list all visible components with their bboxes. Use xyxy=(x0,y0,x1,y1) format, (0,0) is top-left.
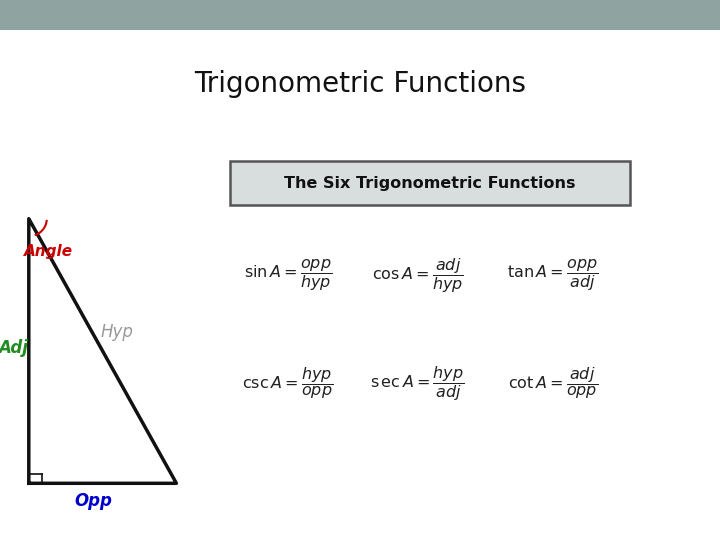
Text: The Six Trigonometric Functions: The Six Trigonometric Functions xyxy=(284,176,576,191)
Text: $\tan A = \dfrac{\mathit{opp}}{\mathit{adj}}$: $\tan A = \dfrac{\mathit{opp}}{\mathit{a… xyxy=(507,258,599,293)
Text: Opp: Opp xyxy=(75,492,112,510)
Text: $\mathrm{s}\,\mathrm{ec}\, A = \dfrac{\mathit{hyp}}{\mathit{adj}}$: $\mathrm{s}\,\mathrm{ec}\, A = \dfrac{\m… xyxy=(370,364,465,403)
Text: Angle: Angle xyxy=(24,244,73,259)
Text: Trigonometric Functions: Trigonometric Functions xyxy=(194,70,526,98)
Text: Hyp: Hyp xyxy=(101,323,134,341)
Text: $\cos A = \dfrac{\mathit{adj}}{\mathit{hyp}}$: $\cos A = \dfrac{\mathit{adj}}{\mathit{h… xyxy=(372,256,464,295)
Text: $\csc A = \dfrac{\mathit{hyp}}{\mathit{opp}}$: $\csc A = \dfrac{\mathit{hyp}}{\mathit{o… xyxy=(243,366,333,401)
Text: Adj: Adj xyxy=(0,339,28,357)
FancyBboxPatch shape xyxy=(0,0,720,30)
FancyBboxPatch shape xyxy=(230,161,630,205)
Text: $\cot A = \dfrac{\mathit{adj}}{\mathit{opp}}$: $\cot A = \dfrac{\mathit{adj}}{\mathit{o… xyxy=(508,366,598,401)
Text: $\sin A = \dfrac{\mathit{opp}}{\mathit{hyp}}$: $\sin A = \dfrac{\mathit{opp}}{\mathit{h… xyxy=(244,258,332,293)
